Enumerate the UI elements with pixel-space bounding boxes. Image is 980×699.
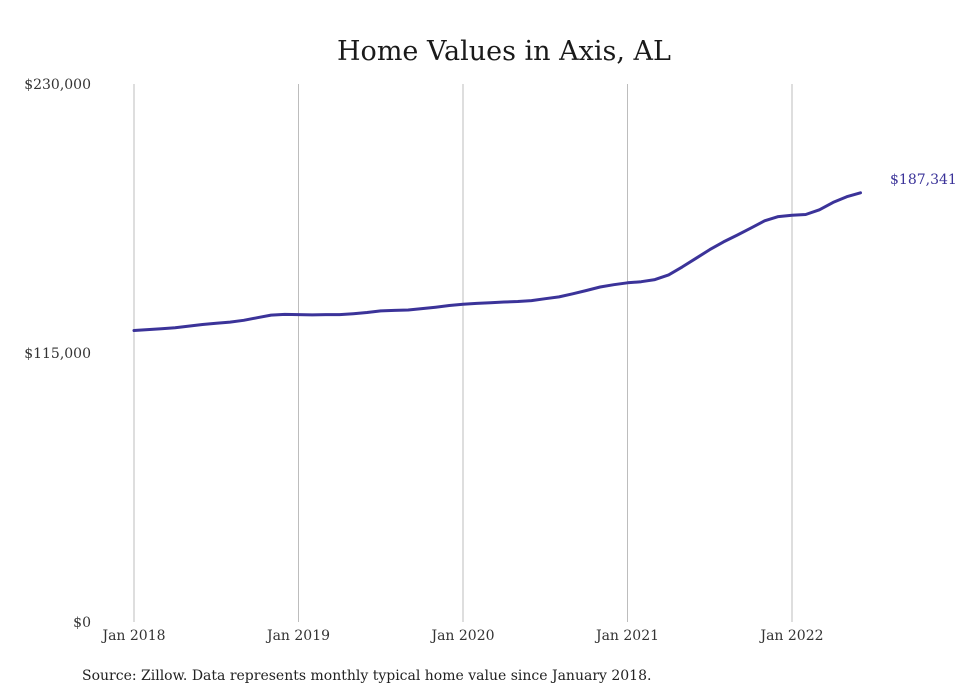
y-axis-ticks: $0 $115,000 $230,000 bbox=[24, 77, 91, 631]
x-axis-ticks: Jan 2018 Jan 2019 Jan 2020 Jan 2021 Jan 2022 bbox=[100, 628, 823, 644]
chart-title: Home Values in Axis, AL bbox=[337, 36, 671, 67]
series-line bbox=[132, 191, 862, 332]
y-tick-label: $230,000 bbox=[24, 77, 91, 93]
y-tick-label: $115,000 bbox=[24, 346, 91, 362]
x-tick-label: Jan 2020 bbox=[429, 628, 494, 644]
source-note: Source: Zillow. Data represents monthly … bbox=[82, 668, 652, 684]
x-tick-label: Jan 2021 bbox=[594, 628, 659, 644]
grid-lines bbox=[133, 84, 793, 622]
x-tick-label: Jan 2018 bbox=[100, 628, 165, 644]
series-layer bbox=[132, 191, 862, 332]
x-tick-label: Jan 2019 bbox=[265, 628, 330, 644]
y-tick-label: $0 bbox=[73, 615, 91, 631]
x-tick-label: Jan 2022 bbox=[758, 628, 823, 644]
end-value-label: $187,341 bbox=[890, 172, 957, 188]
